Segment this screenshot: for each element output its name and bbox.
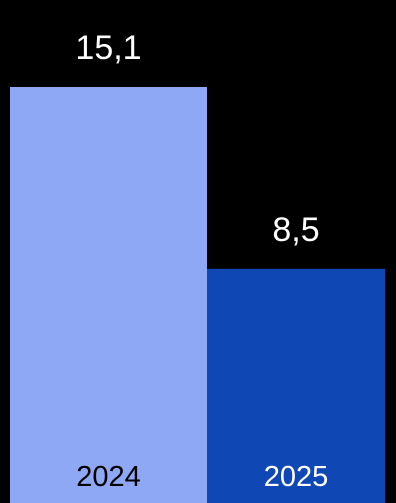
value-label-2025: 8,5 <box>272 211 319 249</box>
bar-2024 <box>10 87 207 503</box>
category-label-2025: 2025 <box>264 461 329 493</box>
value-label-2024: 15,1 <box>75 29 141 67</box>
labels-group: 15,1 2024 8,5 2025 <box>75 29 328 493</box>
bar-2025 <box>207 268 385 503</box>
bars-group <box>10 87 385 503</box>
category-label-2024: 2024 <box>76 461 141 493</box>
